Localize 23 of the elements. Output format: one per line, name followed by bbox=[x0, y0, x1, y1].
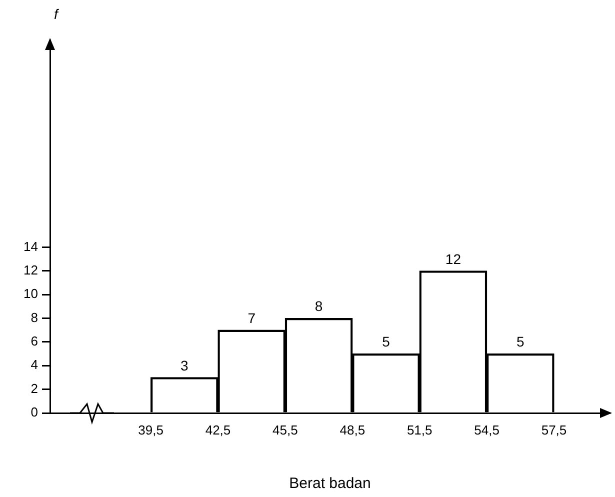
y-tick-label: 10 bbox=[24, 286, 38, 302]
x-tick-label: 42,5 bbox=[205, 422, 231, 438]
x-tick-label: 48,5 bbox=[340, 422, 366, 438]
data-label: 5 bbox=[516, 334, 524, 350]
x-tick-label: 39,5 bbox=[138, 422, 164, 438]
x-tick-label: 45,5 bbox=[272, 422, 298, 438]
data-label: 8 bbox=[314, 298, 323, 314]
y-axis-title: f bbox=[54, 6, 60, 22]
data-label: 3 bbox=[180, 357, 188, 374]
data-label: 7 bbox=[248, 310, 256, 326]
x-axis-title: Berat badan bbox=[289, 475, 371, 492]
y-tick-label: 8 bbox=[30, 310, 38, 325]
y-tick-label: 12 bbox=[24, 262, 38, 278]
data-label: 5 bbox=[382, 334, 390, 350]
x-tick-label: 57,5 bbox=[541, 422, 567, 438]
y-tick-label: 6 bbox=[30, 334, 38, 349]
y-tick-label: 4 bbox=[30, 357, 38, 372]
y-tick-label: 14 bbox=[24, 238, 38, 254]
x-tick-label: 51,5 bbox=[406, 422, 432, 438]
data-label: 12 bbox=[445, 250, 462, 267]
y-tick-label: 2 bbox=[30, 380, 38, 396]
x-tick-label: 54,5 bbox=[474, 422, 500, 438]
y-tick-label: 0 bbox=[30, 404, 38, 420]
